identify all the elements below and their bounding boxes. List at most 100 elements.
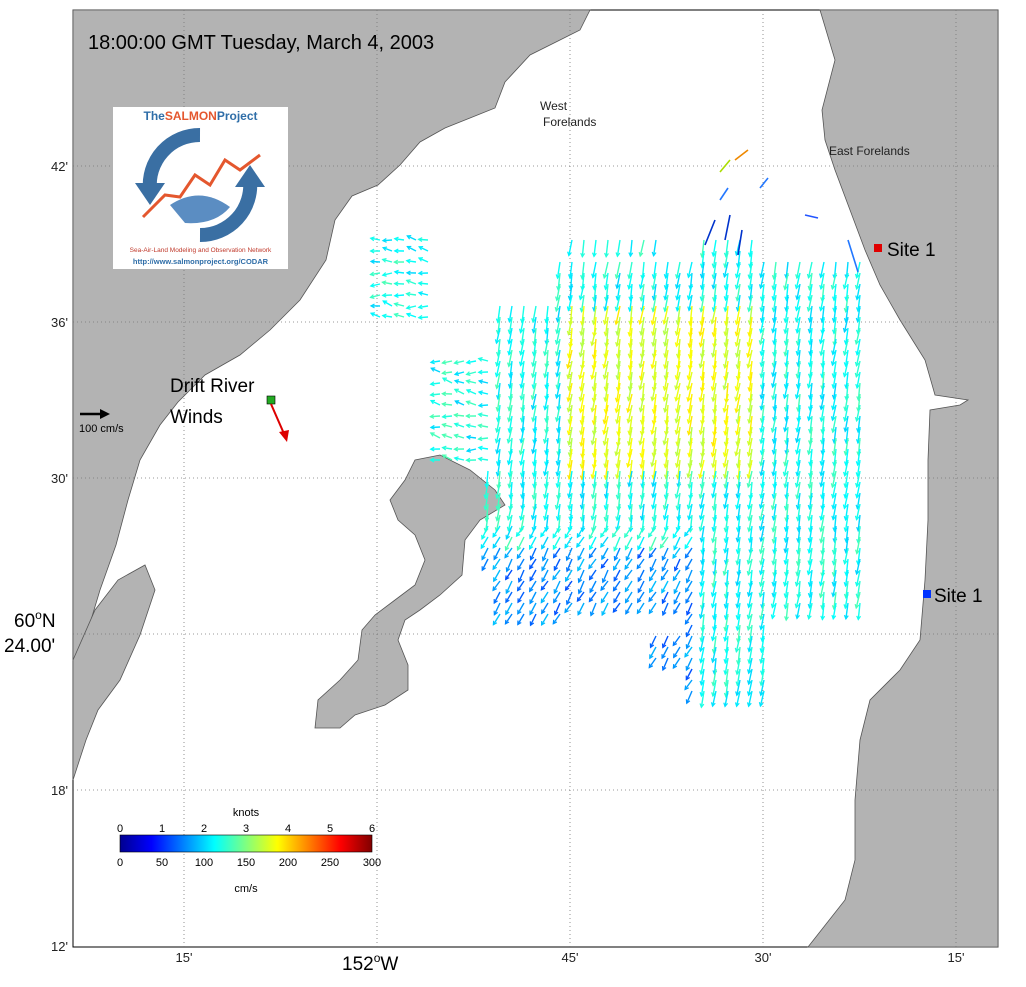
current-vector-head bbox=[831, 614, 837, 621]
current-vector bbox=[797, 393, 801, 412]
current-vector bbox=[712, 426, 717, 446]
current-vector bbox=[784, 316, 789, 334]
current-vector bbox=[567, 393, 573, 412]
lon-tick-label: 30' bbox=[755, 950, 772, 965]
current-vector-head bbox=[542, 351, 548, 357]
current-vector-head bbox=[699, 703, 705, 709]
current-vector bbox=[676, 448, 681, 468]
current-vector bbox=[544, 492, 549, 510]
current-vector-head bbox=[577, 610, 582, 616]
lat-major-minutes: 24.00' bbox=[4, 636, 55, 657]
current-vector bbox=[712, 239, 717, 257]
current-vector bbox=[661, 558, 669, 572]
current-vector-head bbox=[662, 396, 668, 403]
current-vector bbox=[843, 338, 849, 356]
current-vector bbox=[529, 569, 537, 581]
current-vector bbox=[617, 415, 621, 436]
current-vector bbox=[711, 305, 717, 324]
current-vector-head bbox=[661, 535, 666, 541]
current-vector-head bbox=[735, 581, 740, 587]
current-vector bbox=[604, 437, 609, 457]
current-vector bbox=[581, 470, 585, 488]
current-vector-head bbox=[519, 527, 524, 533]
current-vector bbox=[833, 525, 837, 543]
current-vector bbox=[844, 569, 849, 587]
current-vector bbox=[761, 283, 765, 301]
current-vector-head bbox=[505, 598, 510, 604]
current-vector-head bbox=[672, 663, 678, 670]
current-vector bbox=[593, 294, 597, 312]
current-vector-head bbox=[602, 273, 608, 280]
current-vector-head bbox=[746, 614, 752, 620]
current-vector-head bbox=[494, 384, 500, 390]
current-vector-head bbox=[758, 570, 764, 576]
current-vector bbox=[641, 481, 645, 499]
current-vector bbox=[532, 514, 537, 531]
current-vector bbox=[821, 349, 825, 367]
current-vector bbox=[517, 602, 525, 615]
current-vector bbox=[593, 492, 597, 511]
current-vector-head bbox=[854, 569, 860, 576]
current-vector bbox=[747, 349, 753, 368]
current-vector-head bbox=[541, 566, 546, 572]
current-vector-head bbox=[770, 505, 776, 511]
current-vector-head bbox=[758, 549, 764, 555]
current-vector-head bbox=[393, 302, 399, 307]
current-vector bbox=[821, 305, 825, 323]
current-vector bbox=[724, 283, 729, 301]
current-vector bbox=[382, 239, 393, 242]
current-vector-head bbox=[698, 331, 704, 337]
current-vector bbox=[564, 525, 573, 539]
current-vector-head bbox=[819, 405, 825, 411]
current-vector-head bbox=[746, 592, 752, 598]
current-vector-head bbox=[686, 295, 692, 301]
current-vector bbox=[685, 558, 693, 571]
current-vector-head bbox=[566, 407, 572, 413]
current-vector-head bbox=[564, 543, 569, 549]
current-vector bbox=[660, 569, 669, 581]
current-vector bbox=[672, 525, 681, 539]
current-vector bbox=[521, 459, 525, 477]
current-vector bbox=[797, 448, 801, 466]
current-vector bbox=[808, 525, 813, 542]
current-vector bbox=[664, 360, 669, 380]
current-vector-head bbox=[650, 364, 656, 370]
current-vector bbox=[516, 547, 525, 559]
current-vector bbox=[713, 404, 717, 424]
current-vector bbox=[541, 602, 549, 614]
current-vector-head bbox=[494, 372, 500, 378]
current-vector-head bbox=[515, 532, 521, 538]
current-vector bbox=[662, 635, 669, 648]
current-vector-head bbox=[531, 449, 536, 455]
current-vector bbox=[700, 470, 705, 488]
current-vector-head bbox=[517, 609, 522, 615]
current-vector bbox=[845, 327, 849, 345]
current-vector-head bbox=[540, 620, 546, 627]
current-vector bbox=[821, 591, 825, 609]
current-vector bbox=[580, 415, 585, 435]
current-vector bbox=[664, 448, 669, 468]
current-vector bbox=[629, 305, 633, 325]
current-vector bbox=[785, 261, 789, 278]
current-vector bbox=[857, 547, 861, 565]
current-vector bbox=[797, 349, 801, 367]
current-vector-head bbox=[855, 295, 860, 301]
current-vector bbox=[673, 536, 681, 550]
current-vector bbox=[856, 492, 861, 509]
current-vector bbox=[736, 580, 741, 598]
current-vector-head bbox=[441, 377, 447, 382]
current-vector bbox=[724, 624, 729, 641]
current-vector bbox=[639, 371, 645, 390]
site-marker-red bbox=[874, 244, 882, 252]
current-vector-head bbox=[722, 504, 728, 510]
current-vector-head bbox=[842, 372, 848, 378]
colorbar-knots-tick: 3 bbox=[243, 823, 249, 835]
current-vector bbox=[700, 525, 705, 542]
current-vector-head bbox=[734, 320, 740, 326]
current-vector-head bbox=[381, 272, 387, 277]
current-vector bbox=[713, 393, 717, 413]
current-vector bbox=[699, 382, 705, 402]
current-vector bbox=[712, 261, 717, 279]
current-vector-head bbox=[640, 527, 646, 533]
current-vector-head bbox=[565, 567, 571, 573]
